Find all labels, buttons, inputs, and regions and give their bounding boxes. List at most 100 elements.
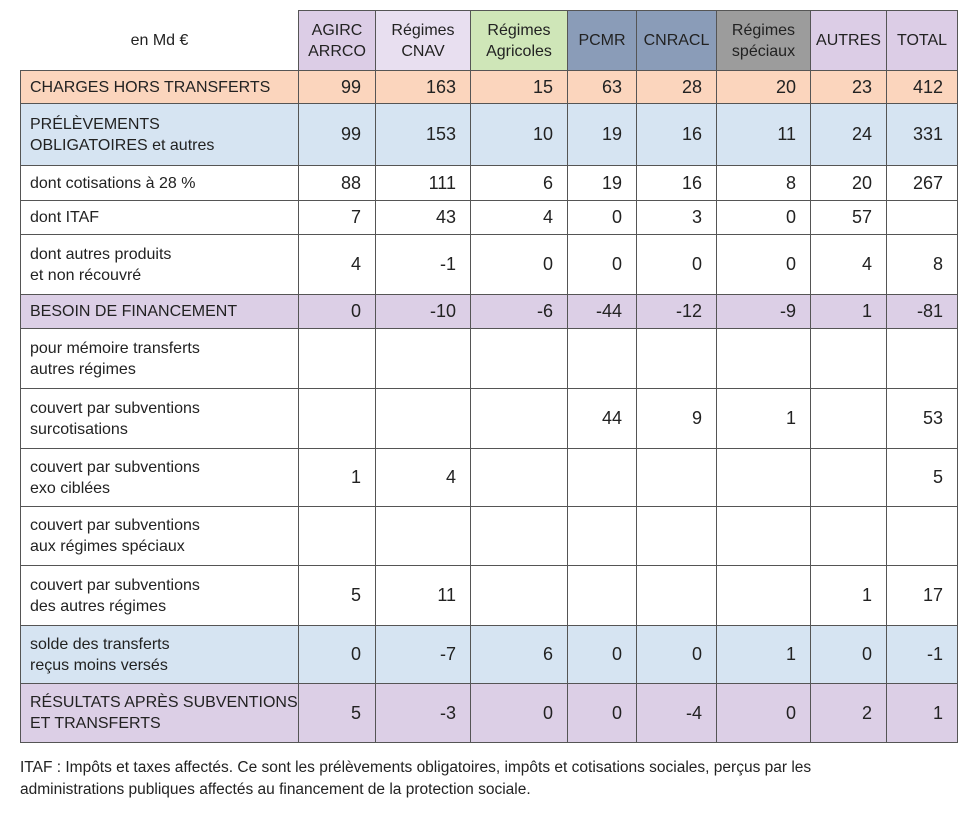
text-line: 7	[350, 207, 361, 227]
text-line: 267	[912, 172, 943, 193]
text-line: couvert par subventions	[30, 517, 200, 534]
value-cell: 1	[716, 388, 811, 449]
value-cell: 2	[810, 683, 887, 743]
value-cell: 6	[470, 625, 568, 684]
text-line: spéciaux	[731, 42, 796, 60]
text-line: 15	[532, 76, 553, 97]
value-cell: 5	[298, 565, 376, 626]
text-line: 20	[775, 76, 796, 97]
value-cell: 1	[298, 448, 376, 507]
value-cell: 4	[470, 200, 568, 235]
text-line: dont ITAF	[30, 209, 100, 226]
value-cell: 99	[298, 70, 376, 104]
text-line: 16	[681, 124, 702, 144]
text-line: 0	[611, 207, 622, 227]
value-cell	[716, 328, 811, 389]
text-line: 2	[861, 702, 872, 723]
text-line: -3	[439, 702, 456, 723]
text-line: 412	[912, 76, 943, 97]
text-line: solde des transferts	[30, 635, 170, 653]
value-cell: 57	[810, 200, 887, 235]
unit-label: en Md €	[20, 10, 299, 71]
text-line: 8	[932, 254, 943, 274]
text-line: 4	[350, 254, 361, 274]
column-header: AUTRES	[810, 10, 887, 71]
text-line: dont autres produits	[30, 245, 172, 263]
value-cell	[375, 328, 471, 389]
value-cell: 0	[716, 200, 811, 235]
text-line: 19	[601, 124, 622, 144]
text-line: 4	[542, 207, 553, 227]
text-line: 19	[601, 172, 622, 193]
text-line: 53	[922, 408, 943, 428]
value-cell	[470, 448, 568, 507]
text-line: 0	[691, 254, 702, 274]
value-cell: -7	[375, 625, 471, 684]
value-cell: 3	[636, 200, 717, 235]
text-line: 0	[691, 644, 702, 664]
value-cell: 15	[470, 70, 568, 104]
text-line: 0	[785, 702, 796, 723]
row-label: dont cotisations à 28 %	[20, 165, 299, 201]
text-line: 6	[542, 644, 553, 664]
text-line: AUTRES	[816, 32, 881, 49]
value-cell: 8	[886, 234, 958, 295]
value-cell: 20	[716, 70, 811, 104]
text-line: couvert par subventions	[30, 399, 200, 417]
text-line: -81	[916, 301, 943, 321]
value-cell: -10	[375, 294, 471, 329]
row-label: PRÉLÈVEMENTS OBLIGATOIRES et autres	[20, 103, 299, 166]
value-cell: -6	[470, 294, 568, 329]
text-line: 16	[681, 172, 702, 193]
text-line: 0	[861, 644, 872, 664]
value-cell	[470, 388, 568, 449]
text-line: 1	[350, 467, 361, 487]
text-line: PCMR	[578, 32, 626, 49]
column-header: TOTAL	[886, 10, 958, 71]
text-line: -9	[779, 301, 796, 321]
text-line: 57	[851, 207, 872, 227]
value-cell	[636, 328, 717, 389]
text-line: couvert par subventions	[30, 576, 200, 594]
text-line: 63	[601, 76, 622, 97]
value-cell: 9	[636, 388, 717, 449]
text-line: aux régimes spéciaux	[30, 538, 185, 555]
value-cell: 43	[375, 200, 471, 235]
text-line: 111	[428, 172, 456, 193]
text-line: -12	[675, 301, 702, 321]
text-line: 4	[861, 254, 872, 274]
column-header: CNRACL	[636, 10, 717, 71]
value-cell: 331	[886, 103, 958, 166]
value-cell: 63	[567, 70, 637, 104]
text-line: TOTAL	[896, 32, 948, 49]
text-line: 0	[542, 254, 553, 274]
value-cell	[636, 565, 717, 626]
column-header: Régimes CNAV	[375, 10, 471, 71]
text-line: 1	[861, 301, 872, 321]
text-line: PRÉLÈVEMENTS	[30, 115, 160, 133]
value-cell: 1	[716, 625, 811, 684]
text-line: Agricoles	[486, 42, 552, 60]
value-cell	[470, 506, 568, 566]
footnote: ITAF : Impôts et taxes affectés. Ce sont…	[20, 759, 812, 776]
text-line: 0	[785, 254, 796, 274]
text-line: 1	[861, 585, 872, 605]
text-line: BESOIN DE FINANCEMENT	[30, 303, 238, 320]
value-cell: -1	[375, 234, 471, 295]
value-cell: -12	[636, 294, 717, 329]
value-cell: 11	[375, 565, 471, 626]
row-label: CHARGES HORS TRANSFERTS	[20, 70, 299, 104]
text-line: 0	[350, 301, 361, 321]
value-cell: 4	[375, 448, 471, 507]
value-cell: 20	[810, 165, 887, 201]
value-cell: 0	[470, 234, 568, 295]
text-line: 20	[851, 172, 872, 193]
value-cell	[886, 328, 958, 389]
column-header: Régimes spéciaux	[716, 10, 811, 71]
value-cell: 153	[375, 103, 471, 166]
value-cell	[567, 328, 637, 389]
text-line: 0	[785, 207, 796, 227]
value-cell: 16	[636, 103, 717, 166]
text-line: -7	[439, 644, 456, 664]
value-cell: -3	[375, 683, 471, 743]
